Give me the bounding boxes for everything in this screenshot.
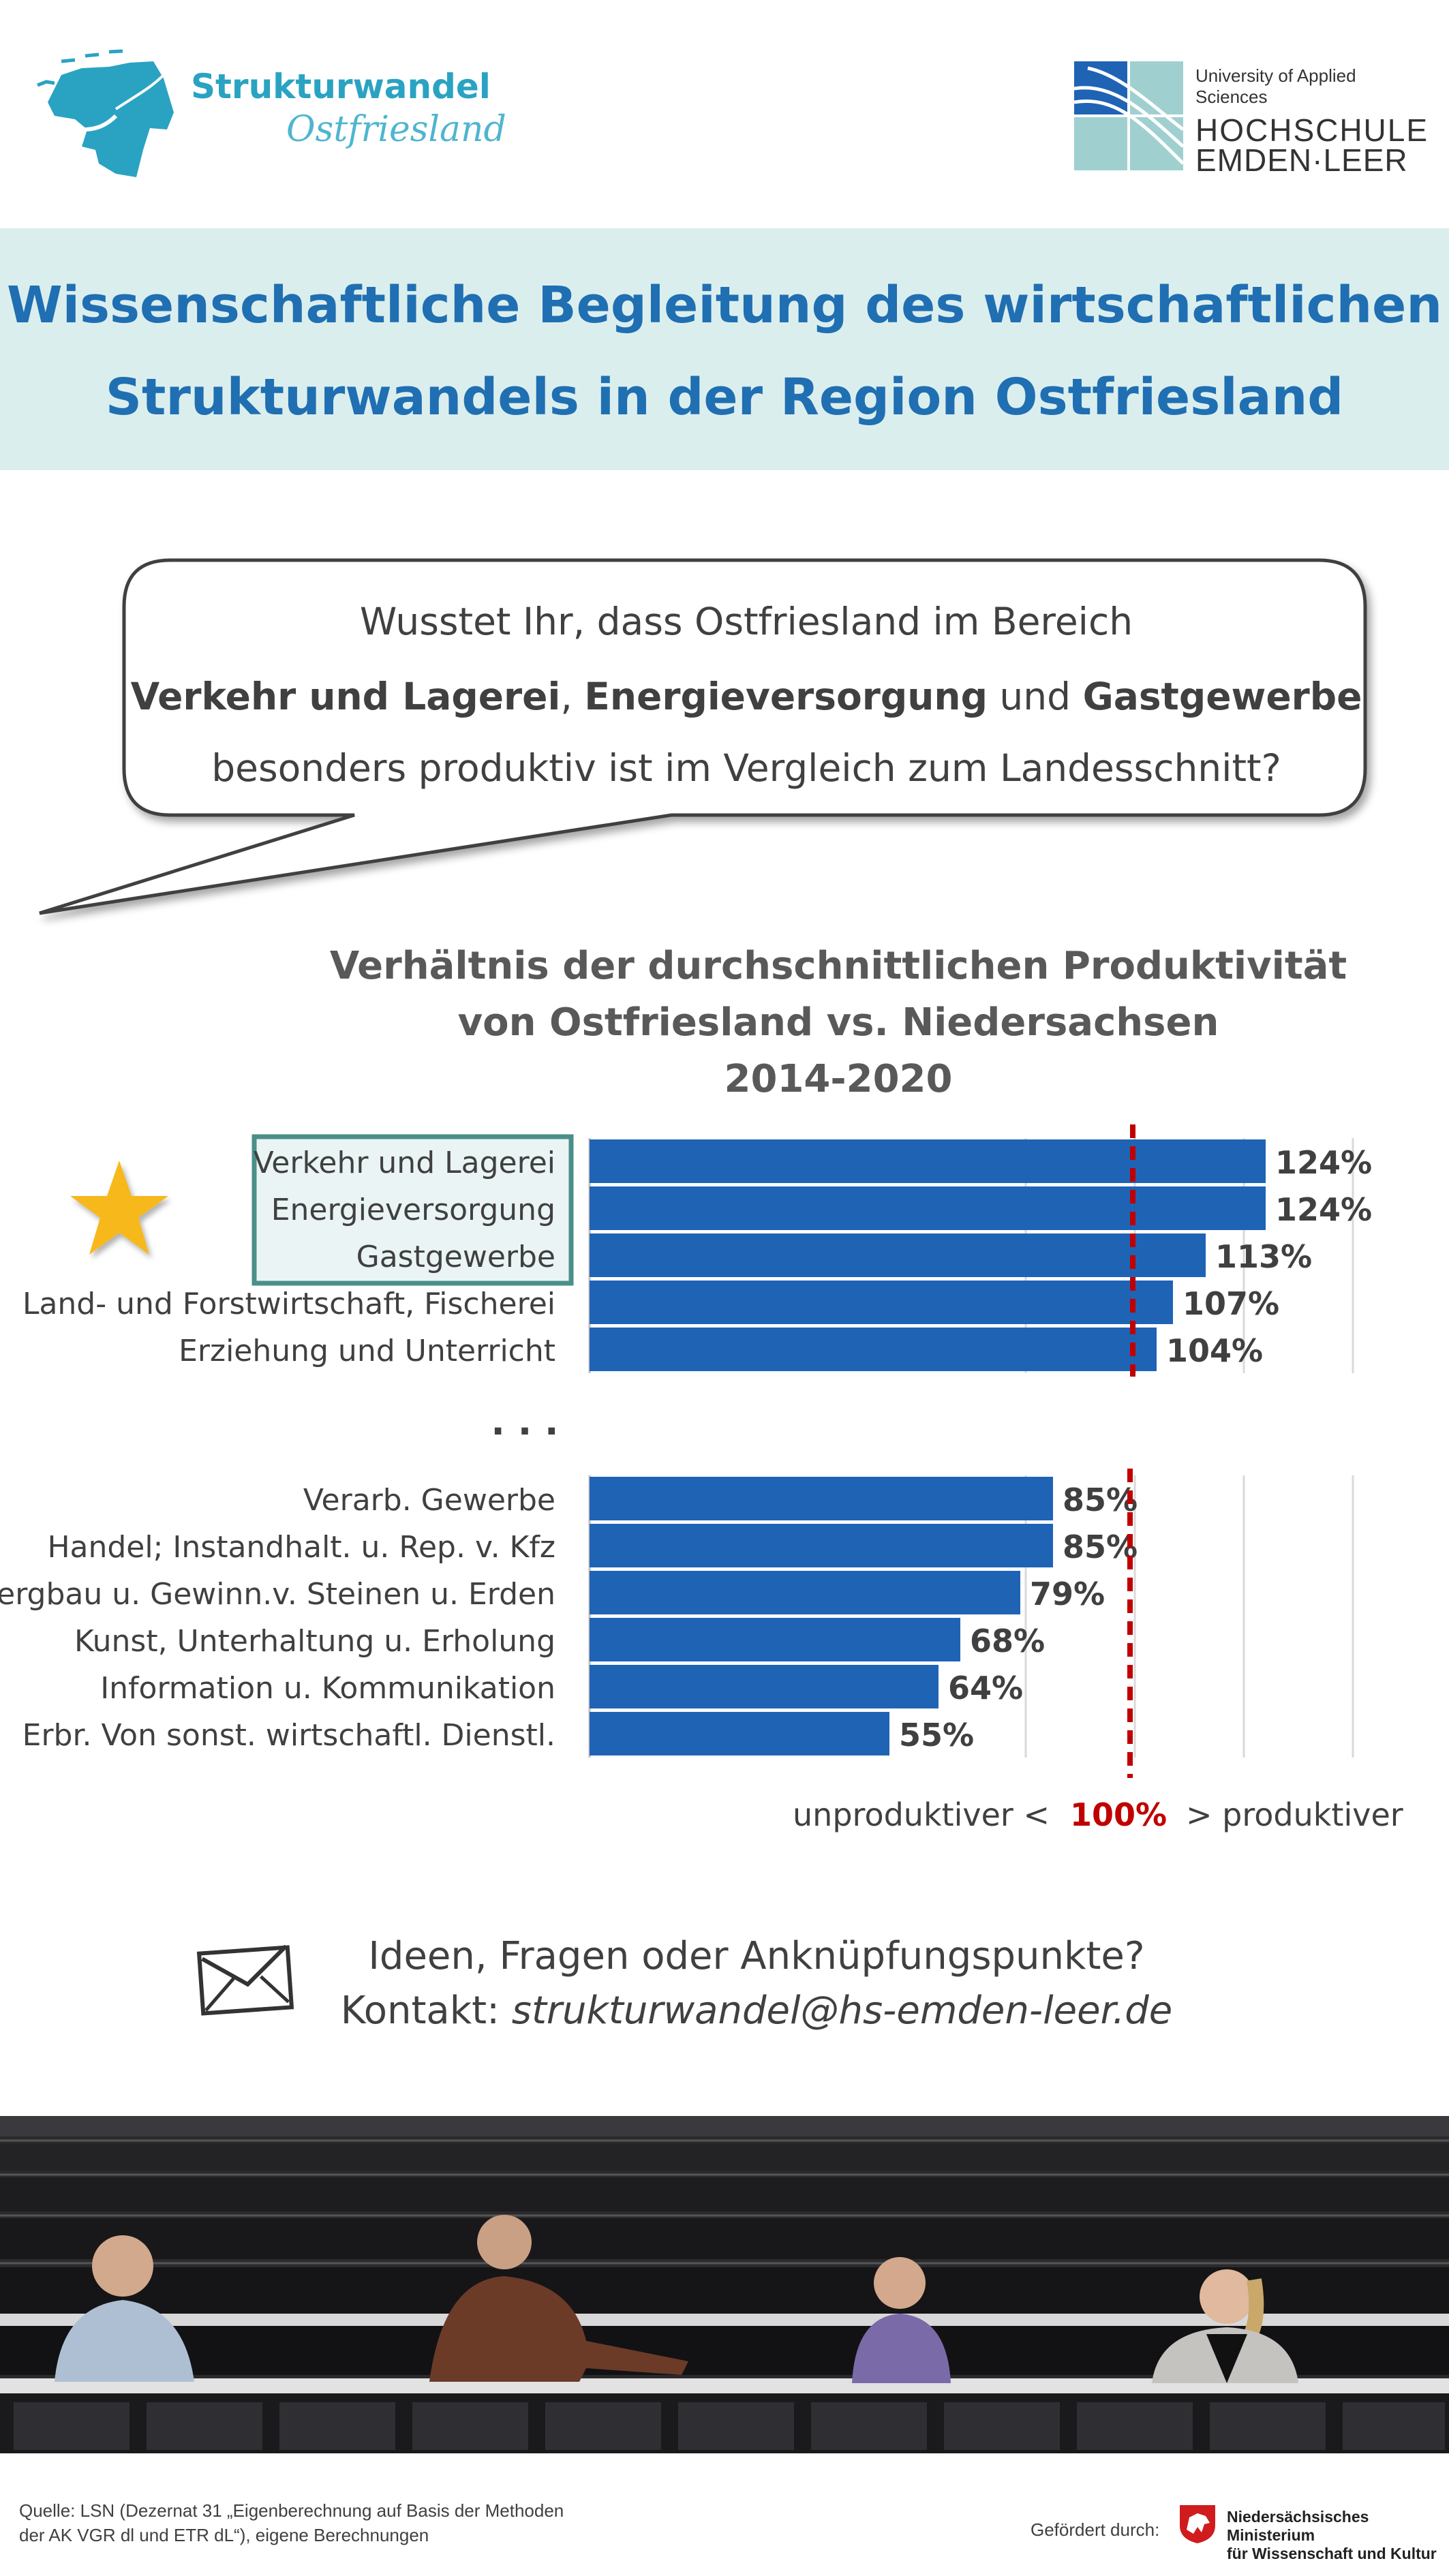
bottom-group-value-label: 64% <box>948 1670 1023 1706</box>
university-name-1: HOCHSCHULE <box>1195 112 1429 148</box>
bottom-group-category-label: Kunst, Unterhaltung u. Erholung <box>74 1624 555 1659</box>
bottom-group-bar <box>590 1618 960 1661</box>
university-name-2: EMDEN·LEER <box>1195 142 1408 178</box>
top-group-category-label: Energieversorgung <box>271 1193 555 1227</box>
reference-label: 100% <box>1070 1796 1167 1833</box>
bottom-group-bar <box>590 1571 1020 1614</box>
bottom-group-bar <box>590 1712 889 1755</box>
contact-email-link[interactable]: strukturwandel@hs-emden-leer.de <box>511 1989 1173 2033</box>
hochschule-logo: University of Applied Sciences HOCHSCHUL… <box>1074 61 1427 178</box>
top-group-category-label: Land- und Forstwirtschaft, Fischerei <box>22 1287 555 1321</box>
funded-by-label: Gefördert durch: <box>1031 2519 1160 2540</box>
highlight-box <box>251 1134 574 1286</box>
bottom-group-category-label: Handel; Instandhalt. u. Rep. v. Kfz <box>47 1530 555 1565</box>
bubble-sep2: und <box>987 675 1083 718</box>
bottom-group-value-label: 55% <box>899 1717 974 1753</box>
ministry-line1: Niedersächsisches Ministerium <box>1227 2508 1369 2544</box>
ostfriesland-map-icon <box>37 49 174 177</box>
top-group-bar <box>590 1328 1157 1371</box>
source-note: Quelle: LSN (Dezernat 31 „Eigenberechnun… <box>19 2498 701 2547</box>
bubble-line3: besonders produktiv ist im Vergleich zum… <box>211 746 1281 790</box>
team-photo <box>0 2116 1449 2453</box>
group-separator: . . . <box>491 1400 558 1443</box>
bubble-sector1: Verkehr und Lagerei <box>130 675 561 718</box>
contact-prefix: Kontakt: <box>340 1989 512 2033</box>
productivity-chart: Verkehr und Lagerei 124% Energieversorgung… <box>0 1124 1403 1833</box>
lecture-hall-image <box>0 2116 1449 2453</box>
person-1 <box>55 2235 194 2382</box>
bubble-line1: Wusstet Ihr, dass Ostfriesland im Bereic… <box>359 600 1133 643</box>
chart-title-line1: Verhältnis der durchschnittlichen Produk… <box>329 944 1347 988</box>
contact-question: Ideen, Fragen oder Anknüpfungspunkte? <box>368 1934 1145 1978</box>
top-group-category-label: Verkehr und Lagerei <box>254 1146 555 1180</box>
person-3 <box>852 2257 951 2383</box>
top-group-bar <box>590 1281 1173 1324</box>
source-line2: der AK VGR dl und ETR dL“), eigene Berec… <box>19 2525 429 2545</box>
lower-saxony-crest-icon <box>1180 2505 1215 2543</box>
star-icon <box>70 1161 168 1255</box>
bubble-sector3: Gastgewerbe <box>1082 675 1362 718</box>
brand-name: Strukturwandel <box>191 67 491 106</box>
bubble-sep1: , <box>560 675 585 718</box>
top-group-bar <box>590 1233 1206 1277</box>
bottom-group-bar <box>590 1524 1053 1567</box>
ministry-name: Niedersächsisches Ministerium für Wissen… <box>1227 2508 1449 2563</box>
person-4 <box>1152 2269 1298 2383</box>
bottom-group-category-label: Verarb. Gewerbe <box>303 1483 555 1518</box>
brand-subtitle: Ostfriesland <box>286 109 506 150</box>
bottom-group-value-label: 68% <box>970 1623 1045 1659</box>
page-title-line2: Strukturwandels in der Region Ostfriesla… <box>105 368 1344 427</box>
top-group-value-label: 104% <box>1166 1332 1263 1369</box>
bottom-group-value-label: 85% <box>1063 1482 1138 1518</box>
less-productive-label: unproduktiver < <box>793 1796 1050 1833</box>
bottom-group-category-label: Bergbau u. Gewinn.v. Steinen u. Erden <box>0 1577 555 1612</box>
contact-line: Kontakt: strukturwandel@hs-emden-leer.de <box>286 1989 1227 2033</box>
envelope-icon <box>196 1944 294 2016</box>
top-group-category-label: Gastgewerbe <box>356 1240 555 1274</box>
top-group-value-label: 113% <box>1215 1238 1312 1275</box>
chart-title-line2: von Ostfriesland vs. Niedersachsen <box>457 1000 1219 1045</box>
hochschule-mark-icon <box>1074 61 1183 170</box>
university-line: University of Applied Sciences <box>1195 65 1356 107</box>
top-group-bar <box>590 1186 1266 1230</box>
bottom-group-category-label: Erbr. Von sonst. wirtschaftl. Dienstl. <box>22 1718 555 1753</box>
top-group-value-label: 124% <box>1275 1144 1372 1181</box>
bubble-line2: Verkehr und Lagerei, Energieversorgung u… <box>129 675 1363 718</box>
page-title-line1: Wissenschaftliche Begleitung des wirtsch… <box>6 276 1443 335</box>
top-group-bar <box>590 1139 1266 1183</box>
bottom-group-bar <box>590 1477 1053 1520</box>
chart-title-line3: 2014-2020 <box>724 1057 953 1101</box>
top-group-value-label: 107% <box>1183 1285 1279 1322</box>
more-productive-label: > produktiver <box>1186 1796 1403 1833</box>
bottom-group-value-label: 79% <box>1030 1576 1105 1612</box>
bubble-sector2: Energieversorgung <box>584 675 988 718</box>
speech-bubble <box>39 558 1367 915</box>
person-2 <box>429 2215 688 2382</box>
strukturwandel-logo: Strukturwandel Ostfriesland <box>34 48 511 184</box>
bottom-group-category-label: Information u. Kommunikation <box>100 1671 555 1706</box>
bottom-group-value-label: 85% <box>1063 1529 1138 1565</box>
bottom-group-bar <box>590 1665 939 1708</box>
title-banner: Wissenschaftliche Begleitung des wirtsch… <box>0 228 1449 470</box>
top-group-value-label: 124% <box>1275 1191 1372 1228</box>
top-group-category-label: Erziehung und Unterricht <box>179 1334 555 1368</box>
source-line1: Quelle: LSN (Dezernat 31 „Eigenberechnun… <box>19 2500 564 2521</box>
ministry-line2: für Wissenschaft und Kultur <box>1227 2545 1437 2562</box>
